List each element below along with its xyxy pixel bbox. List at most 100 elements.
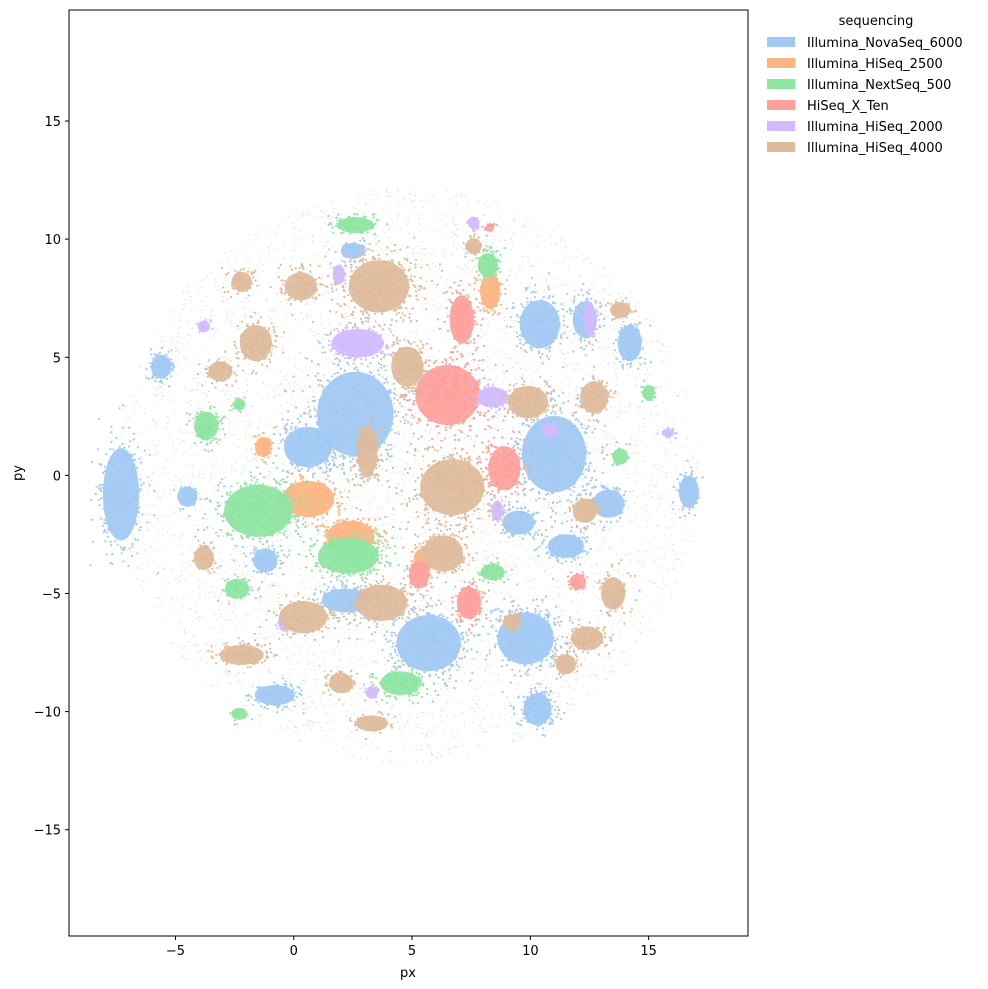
scatter-point [452, 588, 454, 591]
scatter-point [174, 577, 176, 579]
scatter-point [484, 419, 486, 421]
scatter-point [365, 483, 367, 485]
scatter-point [205, 365, 208, 367]
scatter-point [370, 374, 372, 376]
scatter-point [215, 588, 217, 590]
scatter-point [550, 591, 552, 593]
scatter-point [611, 276, 613, 278]
scatter-point [559, 262, 561, 264]
scatter-point [464, 643, 466, 645]
scatter-point [445, 702, 448, 704]
scatter-point [182, 655, 185, 657]
scatter-point [226, 682, 228, 684]
scatter-point [425, 429, 427, 432]
scatter-point [198, 616, 201, 618]
scatter-point [329, 704, 331, 706]
scatter-point [695, 462, 698, 464]
scatter-point [627, 374, 629, 376]
scatter-point [602, 559, 605, 562]
scatter-point [259, 632, 261, 635]
scatter-point [480, 542, 482, 544]
scatter-point [480, 509, 482, 512]
scatter-point [355, 410, 359, 414]
scatter-point [299, 583, 301, 585]
scatter-point [658, 586, 660, 588]
scatter-point [245, 433, 247, 435]
scatter-point [189, 404, 191, 406]
scatter-point [481, 532, 483, 534]
scatter-point [331, 394, 334, 397]
scatter-point [562, 513, 565, 515]
scatter-point [320, 384, 323, 387]
scatter-point [305, 707, 307, 709]
scatter-point [155, 574, 157, 576]
scatter-point [345, 315, 347, 317]
scatter-point [370, 193, 372, 196]
scatter-point [252, 686, 255, 688]
scatter-point [298, 412, 300, 414]
scatter-point [280, 382, 283, 385]
scatter-point [127, 450, 129, 452]
scatter-point [267, 475, 269, 477]
scatter-point [436, 675, 438, 677]
scatter-point [313, 407, 316, 410]
scatter-point [332, 399, 335, 402]
scatter-point [609, 433, 611, 435]
scatter-point [365, 240, 367, 242]
scatter-point [185, 303, 188, 305]
scatter-point [429, 745, 431, 747]
scatter-point [222, 283, 224, 285]
scatter-point [319, 586, 321, 588]
scatter-point [327, 440, 330, 443]
scatter-point [352, 440, 355, 443]
scatter-point [425, 752, 427, 754]
scatter-point [330, 430, 333, 433]
scatter-point [431, 534, 433, 536]
scatter-point [554, 262, 556, 264]
scatter-point [469, 370, 471, 373]
scatter-point [642, 509, 644, 511]
scatter-point [302, 447, 305, 450]
scatter-point [482, 519, 484, 521]
scatter-point [390, 399, 393, 402]
scatter-point [501, 620, 503, 622]
scatter-point [510, 249, 512, 251]
scatter-point [342, 441, 345, 444]
scatter-point [404, 619, 407, 621]
scatter-point [440, 604, 442, 606]
scatter-point [299, 230, 301, 232]
scatter-point [294, 233, 296, 235]
scatter-point [428, 228, 430, 231]
scatter-point [161, 467, 163, 469]
scatter-point [244, 412, 246, 414]
scatter-point [184, 358, 187, 360]
scatter-point [184, 298, 186, 300]
scatter-point [362, 377, 365, 380]
scatter-point [157, 381, 159, 383]
scatter-point [388, 655, 391, 657]
scatter-point [276, 271, 278, 274]
scatter-point [426, 595, 428, 597]
scatter-point [226, 352, 228, 354]
scatter-point [610, 671, 613, 673]
scatter-point [396, 215, 399, 217]
scatter-point [191, 635, 193, 637]
scatter-point [177, 373, 179, 375]
scatter-point [599, 519, 601, 522]
scatter-point [422, 761, 424, 763]
scatter-point [472, 460, 474, 462]
scatter-point [561, 397, 563, 399]
scatter-point [531, 265, 533, 267]
scatter-point [640, 631, 642, 633]
scatter-point [208, 592, 210, 594]
scatter-point [276, 326, 278, 328]
scatter-point [193, 370, 196, 372]
scatter-point [297, 469, 300, 472]
scatter-point [204, 593, 206, 595]
scatter-point [276, 547, 278, 549]
scatter-point [469, 658, 471, 661]
scatter-point [283, 299, 285, 301]
scatter-point [467, 273, 469, 275]
scatter-point [346, 425, 349, 428]
scatter-point [593, 475, 595, 477]
